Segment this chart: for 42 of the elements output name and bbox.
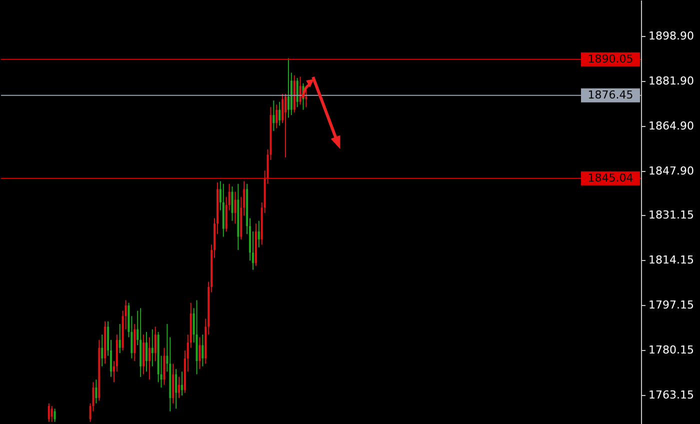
candlestick (163, 347, 166, 386)
y-tick-label: 1814.15 (648, 254, 694, 267)
y-tick-label: 1763.15 (648, 388, 694, 402)
candlestick (296, 78, 298, 108)
candlestick (231, 186, 234, 222)
candlestick (305, 89, 308, 108)
candlestick (276, 104, 278, 129)
y-tick-label: 1831.15 (648, 208, 694, 222)
candlestick (198, 336, 201, 370)
candlestick (234, 191, 236, 224)
candlestick (48, 402, 50, 422)
candlestick (172, 363, 174, 404)
y-tick-label: 1864.90 (648, 119, 694, 132)
candlestick (151, 328, 154, 367)
candlestick (50, 406, 53, 422)
y-tick-label: 1797.15 (648, 298, 694, 312)
candlestick (101, 334, 104, 367)
candlestick (178, 376, 180, 399)
candlestick (134, 324, 136, 362)
ref-line-label: 1876.45 (588, 88, 634, 102)
candlestick (142, 334, 145, 375)
candlestick (287, 58, 290, 118)
candlestick (278, 101, 281, 126)
candlestick (148, 336, 150, 380)
y-tick-label: 1780.15 (648, 344, 694, 357)
candlestick (54, 408, 56, 422)
candlestick (175, 368, 178, 410)
candlestick (272, 100, 275, 132)
candlestick (118, 324, 121, 354)
candlestick (95, 379, 98, 404)
candlestick (258, 220, 260, 248)
candlestick (145, 331, 148, 372)
candlestick (202, 334, 204, 367)
y-tick-label: 1847.90 (648, 164, 694, 178)
y-tick-label: 1881.90 (648, 74, 694, 88)
ref-line-label: 1890.05 (588, 52, 634, 66)
candlestick (299, 76, 302, 105)
ref-line-label: 1845.04 (588, 171, 634, 184)
candlestick (154, 326, 156, 362)
candlestick (284, 93, 287, 158)
y-tick-label: 1898.90 (648, 29, 694, 42)
candlestick (180, 371, 183, 396)
